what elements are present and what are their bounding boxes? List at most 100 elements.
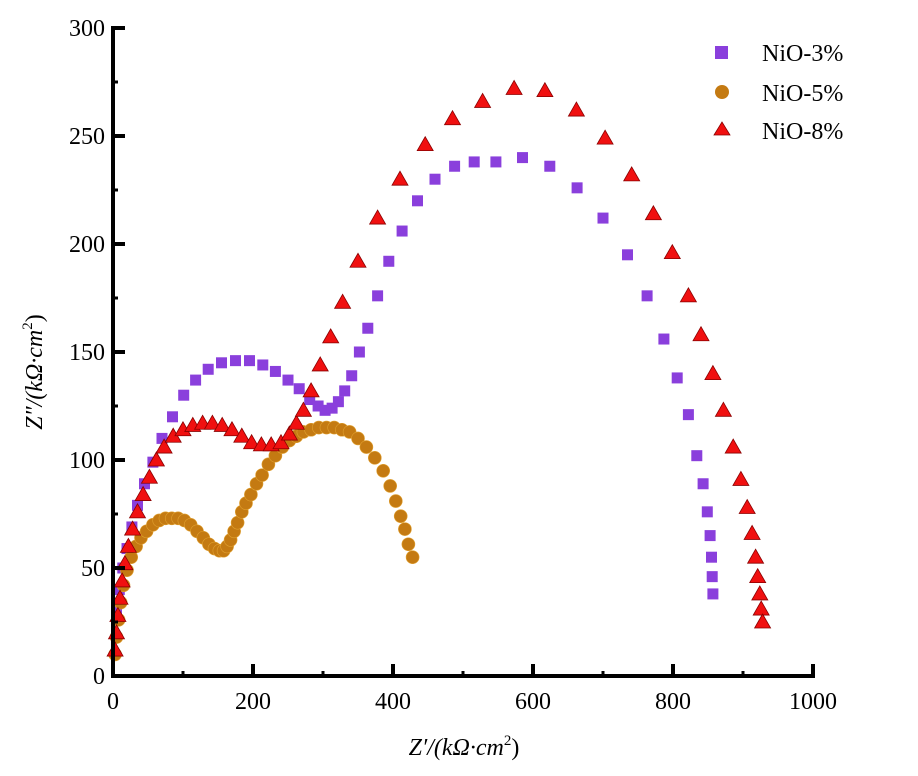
y-tick-label: 150 [69,340,105,366]
data-point-triangle [134,485,152,501]
data-point-square [304,394,316,406]
data-point-triangle [242,433,261,450]
data-point-square [706,571,718,583]
data-point-triangle [473,92,492,108]
data-point-square [269,365,281,377]
data-point-triangle [223,420,241,437]
data-point-triangle [704,364,722,381]
legend-marker-nio-3 [715,46,728,59]
tick-labels: 0 200 400 600 800 1000 0 50 100 150 200 250 300 [69,16,837,715]
data-point-triangle [536,81,554,98]
data-point-circle [383,479,398,493]
data-point-square [412,195,423,207]
x-tick-label: 200 [235,689,271,715]
data-point-triangle [128,503,147,519]
data-point-triangle [738,498,756,514]
data-point-triangle [368,209,387,225]
y-tick-label: 50 [81,556,105,582]
x-tick-label: 600 [515,689,551,715]
data-point-triangle [743,524,761,540]
data-point-triangle [106,641,124,657]
data-point-triangle [123,520,142,536]
data-point-triangle [623,166,641,182]
data-point-square [282,374,294,386]
y-tick-label: 0 [93,664,105,690]
data-point-circle [405,550,420,565]
data-point-square [597,212,609,224]
data-point-square [257,359,269,371]
data-point-triangle [724,438,742,454]
data-point-square [706,551,717,563]
data-point-square [449,160,461,172]
data-point-square [396,225,408,237]
data-point-triangle [113,572,131,588]
data-point-triangle [333,293,352,309]
data-point-circle [398,522,412,536]
data-point-square [178,389,190,401]
data-point-triangle [147,451,166,467]
data-point-square [230,355,241,367]
data-point-square [701,506,713,518]
legend-label-nio-8: NiO-8% [762,119,843,145]
data-point-square [312,400,324,412]
data-point-circle [351,431,365,446]
data-point-triangle [287,414,306,430]
data-point-triangle [272,433,290,450]
data-point-triangle [749,567,767,584]
data-point-square [468,156,480,168]
y-axis-title: Z″/(kΩ·cm2) [20,314,48,430]
data-point-circle [367,451,382,465]
data-point-square [622,249,633,261]
data-point-square [332,396,344,408]
data-point-triangle [119,537,138,553]
data-point-triangle [679,287,698,303]
data-point-square [641,290,653,302]
data-point-square [156,432,168,444]
data-point-square [353,346,365,358]
data-point-triangle [752,600,770,616]
data-point-triangle [294,401,313,417]
data-point-square [691,450,703,462]
y-tick-label: 300 [69,16,105,42]
data-point-triangle [140,468,159,484]
data-point-triangle [751,585,769,601]
y-tick-label: 200 [69,232,105,258]
data-point-square [372,290,384,302]
data-point-square [544,160,556,172]
data-point-circle [388,494,403,508]
data-point-triangle [302,382,320,398]
data-point-square [517,152,528,164]
data-point-circle [376,463,391,478]
data-point-square [293,383,305,395]
data-point-triangle [663,243,681,260]
legend-marker-nio-8 [713,121,731,136]
axis-ticks [111,26,815,678]
data-point-triangle [746,548,765,564]
data-point-square [697,478,709,490]
data-point-square [658,333,670,345]
data-point-triangle [349,252,367,268]
data-point-circle [359,440,374,454]
y-tick-label: 100 [69,448,105,474]
data-point-square [139,478,150,490]
x-tick-label: 800 [655,689,691,715]
data-point-square [362,322,374,334]
data-point-triangle [753,613,772,629]
data-point-square [671,372,683,384]
data-point-triangle [644,204,663,221]
data-point-square [707,588,719,600]
x-tick-label: 0 [107,689,119,715]
data-point-square [490,156,502,168]
data-point-square [383,255,395,267]
data-point-square [319,404,331,416]
data-point-triangle [567,101,586,117]
legend-label-nio-3: NiO-3% [762,41,843,67]
series-NiO-3% [111,152,719,617]
data-point-triangle [443,109,462,126]
data-point-triangle [233,427,251,443]
data-point-square [202,363,214,375]
data-point-square [216,357,227,369]
data-point-triangle [311,356,329,372]
data-point-triangle [203,414,222,430]
data-point-triangle [111,589,129,605]
